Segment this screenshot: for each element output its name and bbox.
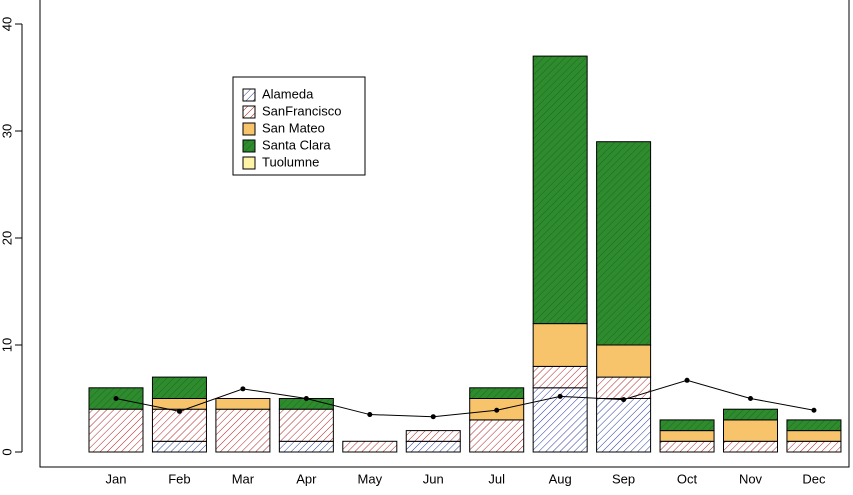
bar-segment [405, 430, 461, 442]
trend-line [115, 379, 815, 418]
legend-swatch [242, 122, 256, 136]
bar-segment [405, 440, 461, 453]
x-tick-label: Jun [423, 471, 444, 486]
bar-segment [723, 419, 778, 442]
trend-point [557, 393, 563, 399]
trend-point [748, 396, 753, 401]
bar-segment [532, 365, 588, 389]
bar-segment [596, 376, 652, 400]
bar-segment [215, 398, 271, 410]
bar-segment [723, 408, 778, 421]
bar-segment [151, 440, 207, 453]
legend-label: San Mateo [262, 120, 325, 135]
trend-point [621, 397, 627, 403]
x-tick-label: Oct [677, 471, 698, 486]
bar-segment [342, 440, 398, 453]
trend-point [494, 407, 500, 413]
bar-segment [278, 440, 334, 453]
bar-segment [659, 440, 715, 453]
y-tick-label: 10 [0, 338, 14, 352]
x-tick-label: Sep [612, 471, 635, 486]
trend-point [430, 414, 436, 420]
x-tick-label: May [358, 471, 383, 486]
trend-point [367, 412, 373, 418]
trend-point [240, 386, 246, 392]
y-tick-label: 20 [0, 231, 14, 245]
bar-segment [596, 398, 652, 453]
bar-segment [532, 55, 588, 325]
trend-point [684, 377, 690, 383]
legend-swatch [242, 139, 256, 153]
legend-label: Tuolumne [262, 154, 319, 169]
x-tick-label: Aug [549, 471, 572, 486]
bar-segment [659, 419, 715, 432]
x-tick-label: Jul [488, 471, 505, 486]
bar-segment [278, 408, 334, 442]
bar-segment [151, 408, 207, 442]
x-tick-label: Feb [168, 471, 190, 486]
legend-label: Santa Clara [262, 137, 331, 152]
bar-segment [786, 440, 842, 453]
bar-segment [215, 408, 271, 453]
plot-box [39, 0, 850, 468]
legend-label: SanFrancisco [262, 103, 341, 118]
x-tick-label: Dec [802, 471, 826, 486]
bar-segment [596, 344, 652, 378]
bar-segment [151, 376, 207, 400]
x-tick-label: Jan [106, 471, 127, 486]
trend-point [113, 396, 119, 401]
x-tick-label: Apr [296, 471, 317, 486]
legend-label: Alameda [262, 86, 314, 101]
bar-segment [469, 419, 525, 453]
bar-segment [659, 430, 715, 442]
x-tick-label: Nov [739, 471, 763, 486]
x-tick-label: Mar [232, 471, 255, 486]
bar-segment [88, 408, 144, 453]
bar-segment [532, 323, 588, 367]
y-tick-label: 30 [0, 124, 14, 138]
bar-segment [786, 430, 842, 442]
bar-segment [469, 387, 525, 399]
trend-point [303, 396, 309, 401]
bar-segment [786, 419, 842, 432]
y-tick-label: 40 [0, 17, 14, 31]
legend-swatch [242, 88, 256, 102]
legend-swatch [242, 156, 256, 170]
trend-point [176, 408, 182, 414]
bar-segment [596, 141, 652, 346]
bar-segment [723, 440, 778, 453]
legend-swatch [242, 105, 256, 119]
trend-point [811, 407, 817, 413]
y-tick-label: 0 [0, 448, 14, 455]
